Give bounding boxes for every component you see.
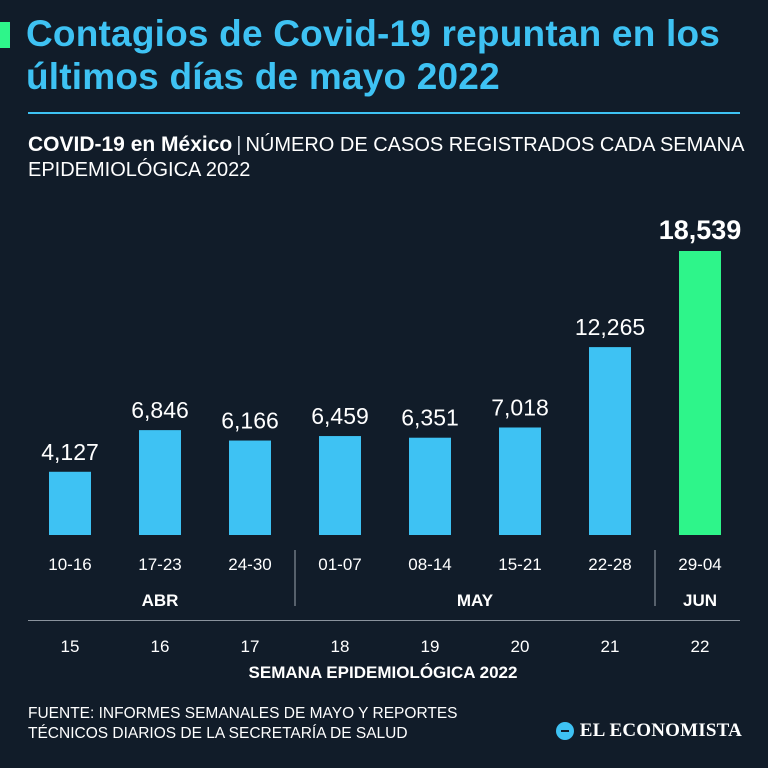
logo-text: EL ECONOMISTA [579,720,742,741]
value-label: 7,018 [491,394,549,420]
bar-17-23 [139,430,181,535]
value-label: 12,265 [575,314,645,340]
week-number: 21 [601,637,620,656]
x-tick-label: 08-14 [408,555,451,574]
bar-08-14 [409,437,451,535]
week-number: 17 [241,637,260,656]
week-number: 19 [421,637,440,656]
month-label: ABR [142,591,179,610]
week-number: 20 [511,637,530,656]
bar-29-04 [679,251,721,535]
week-number: 18 [331,637,350,656]
value-label: 18,539 [659,215,742,245]
chart-subtitle: COVID-19 en México | NÚMERO DE CASOS REGIS… [28,132,748,183]
bar-22-28 [589,347,631,535]
x-tick-label: 17-23 [138,555,181,574]
bar-15-21 [499,427,541,535]
x-tick-label: 29-04 [678,555,721,574]
source-note: FUENTE: INFORMES SEMANALES DE MAYO Y REP… [28,705,458,742]
publisher-logo: EL ECONOMISTA [555,720,742,742]
value-label: 6,351 [401,405,459,431]
accent-block [0,22,10,48]
subtitle-separator: | [236,134,242,156]
logo-icon [555,722,574,740]
title-divider [28,112,740,114]
value-label: 6,846 [131,397,189,423]
weeks-divider [28,620,740,621]
subtitle-strong: COVID-19 en México [28,133,233,156]
week-number: 16 [151,637,170,656]
bar-chart: 4,127 10-16 15 6,846 17-23 16 6,166 24-30 17 6,45… [41,215,742,682]
x-tick-label: 10-16 [48,555,91,574]
subtitle-rest: NÚMERO DE CASOS REGISTRADOS CADA SEMANA … [28,134,744,181]
value-label: 6,166 [221,408,279,434]
x-tick-label: 24-30 [228,555,271,574]
bar-24-30 [229,440,271,535]
month-label: MAY [457,591,494,610]
value-label: 6,459 [311,403,369,429]
x-tick-label: 22-28 [588,555,631,574]
bar-10-16 [49,471,91,535]
week-number: 15 [61,637,80,656]
week-number: 22 [691,637,710,656]
chart-headline: Contagios de Covid-19 repuntan en los úl… [26,13,721,97]
bar-01-07 [319,436,361,535]
x-tick-label: 01-07 [318,555,361,574]
x-axis-title: SEMANA EPIDEMIOLÓGICA 2022 [249,663,518,682]
value-label: 4,127 [41,439,99,465]
month-label: JUN [683,591,717,610]
x-tick-label: 15-21 [498,555,541,574]
